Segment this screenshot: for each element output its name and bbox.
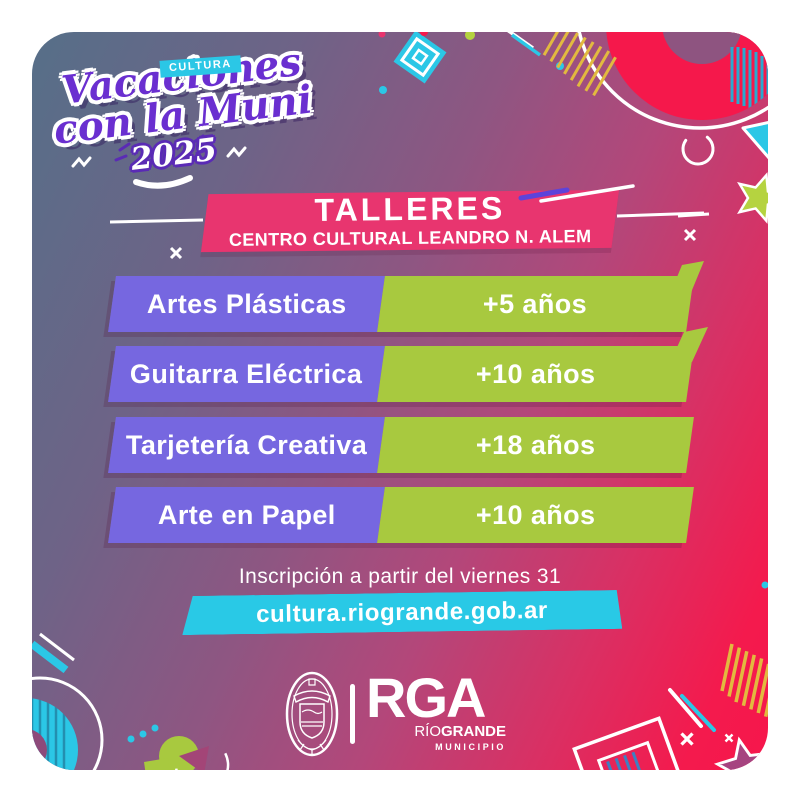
open-circle-icon [681,132,715,166]
red-donut-icon [606,32,768,120]
workshop-row: Arte en Papel +10 años [108,487,694,543]
workshop-name-cell: Tarjetería Creativa [108,417,385,473]
workshop-age: +18 años [475,429,596,460]
brand-name: RÍOGRANDE [366,723,506,741]
workshop-row: Artes Plásticas +5 años [108,276,694,332]
registration-note: Inscripción a partir del viernes 31 [238,565,562,588]
year-underline-swoosh [133,175,193,189]
striped-squares-icon [572,716,692,770]
workshop-row: Guitarra Eléctrica +10 años [108,346,694,402]
white-circle-outline [32,676,104,770]
white-arc-small [174,737,230,770]
workshop-age-cell: +18 años [376,417,694,473]
diamond-target-icon [393,32,447,84]
workshop-age: +10 años [475,358,596,389]
flyer-card: CULTURA Vacaciones con la Muni 2025 TALL… [32,32,768,770]
white-dash [677,212,710,218]
brand-divider [350,684,355,744]
title-banner: TALLERES CENTRO CULTURAL LEANDRO N. ALEM [200,189,620,253]
white-arc-icon [577,32,768,130]
x-mark-icon [724,733,734,743]
cyan-dots-trail [127,724,159,743]
registration-url[interactable]: cultura.riogrande.gob.ar [255,596,549,628]
municipality-brand: RGA RÍOGRANDE MUNICIPIO [366,670,506,752]
workshop-name: Arte en Papel [157,499,336,530]
white-dash [39,632,75,662]
workshop-age: +5 años [483,288,588,319]
brand-name-bold: GRANDE [440,723,506,740]
yellow-stripes-top [542,32,617,97]
lime-pacman-icon [144,736,209,770]
purple-star-icon [712,733,768,770]
lime-star-icon [730,166,768,225]
banner-line-left [109,218,204,224]
banner-title: TALLERES [314,190,506,229]
registration-url-banner[interactable]: cultura.riogrande.gob.ar [182,590,623,635]
workshop-name: Artes Plásticas [146,288,347,319]
cyan-slash [510,33,542,57]
workshop-age: +10 años [475,499,596,530]
x-mark-icon [169,246,183,260]
brand-name-light: RÍO [414,723,441,740]
workshop-name-cell: Arte en Papel [108,487,385,543]
workshop-age-cell: +10 años [376,346,694,402]
cyan-dash [32,640,69,674]
workshop-name-cell: Guitarra Eléctrica [108,346,385,402]
cyan-slash [680,694,716,732]
brand-acronym: RGA [366,666,486,729]
workshop-name: Tarjetería Creativa [125,429,367,460]
x-mark-icon [683,228,697,242]
workshop-age-cell: +5 años [376,276,694,332]
x-mark-icon [679,731,695,747]
workshop-name-cell: Artes Plásticas [108,276,385,332]
yellow-stripes-bottom [720,643,768,717]
workshop-row: Tarjetería Creativa +18 años [108,417,694,473]
banner-subtitle: CENTRO CULTURAL LEANDRO N. ALEM [228,225,592,250]
workshop-name: Guitarra Eléctrica [130,358,363,389]
white-slash [668,688,703,728]
brand-subtitle: MUNICIPIO [435,741,506,752]
cyan-triangle-icon [741,121,768,160]
workshop-age-cell: +10 años [376,487,694,543]
white-slash [507,32,535,50]
cyan-donut-icon [32,698,78,770]
banner-line-right [616,211,705,218]
city-crest-icon [285,671,339,757]
